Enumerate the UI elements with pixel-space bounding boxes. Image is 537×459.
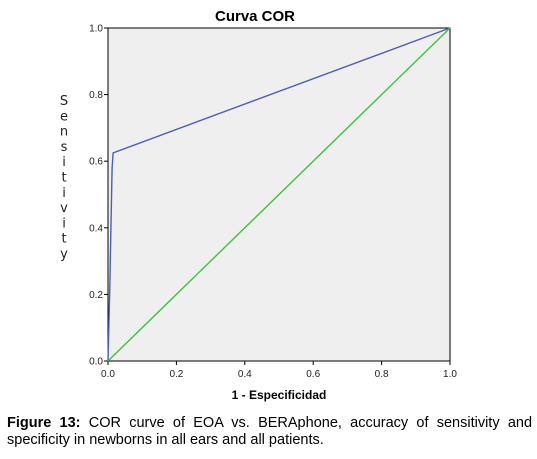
y-tick-label: 0.6	[89, 157, 103, 168]
y-axis-title-char: v	[60, 201, 68, 216]
chart-title: Curva COR	[215, 8, 295, 25]
x-tick-label: 0.2	[169, 369, 183, 380]
y-tick-label: 0.4	[89, 223, 103, 234]
y-axis-title-char: n	[60, 125, 68, 140]
y-axis-title-char: i	[62, 186, 66, 201]
y-axis-title-char: i	[62, 216, 66, 231]
y-axis-title-char: t	[61, 232, 66, 247]
y-axis-title-char: S	[60, 94, 68, 109]
caption-text: COR curve of EOA vs. BERAphone, accuracy…	[7, 415, 533, 448]
x-tick-label: 0.4	[238, 369, 252, 380]
y-axis-title-char: s	[61, 140, 68, 155]
x-tick-label: 0.8	[375, 369, 389, 380]
x-tick-label: 0.6	[306, 369, 320, 380]
y-tick-label: 0.8	[89, 90, 103, 101]
figure-caption: Figure 13: COR curve of EOA vs. BERAphon…	[7, 415, 532, 449]
x-axis-title: 1 - Especificidad	[232, 388, 327, 402]
x-tick-label: 1.0	[443, 369, 457, 380]
y-axis-title-char: y	[60, 247, 68, 262]
caption-label: Figure 13:	[7, 415, 81, 431]
y-axis-title-char: e	[60, 109, 68, 124]
y-axis-title-char: i	[62, 155, 66, 170]
x-tick-label: 0.0	[101, 369, 115, 380]
y-tick-label: 0.2	[89, 290, 103, 301]
y-tick-label: 1.0	[89, 24, 103, 35]
roc-chart: Curva COR 0.0 0.2 0.4 0.6 0.8 1.0 0.0 0.2 0.4 0.6…	[60, 8, 458, 402]
y-axis-title-char: t	[61, 171, 66, 186]
y-tick-label: 0.0	[89, 357, 103, 368]
series-line-1	[107, 27, 451, 362]
series-line-2	[107, 27, 451, 362]
